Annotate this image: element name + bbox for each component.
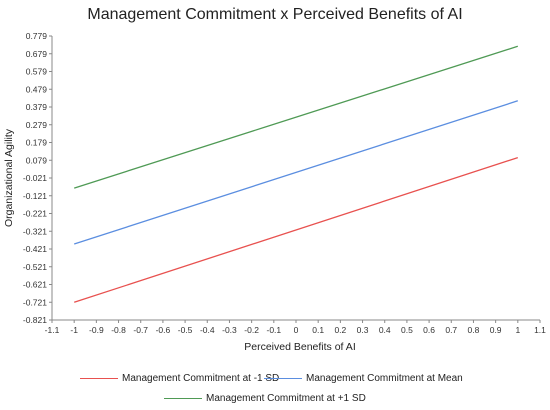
x-tick-label: 0.2 [334, 325, 346, 335]
y-tick-label: -0.121 [23, 191, 47, 201]
legend-swatch-plus-1-sd [164, 398, 202, 399]
x-tick-label: 0.5 [401, 325, 413, 335]
y-tick-label: -0.321 [23, 226, 47, 236]
y-tick-label: 0.679 [26, 49, 48, 59]
x-tick-label: -0.7 [133, 325, 148, 335]
x-tick-label: 0 [294, 325, 299, 335]
legend-label: Management Commitment at Mean [306, 373, 463, 384]
legend-swatch-mean [264, 378, 302, 379]
legend-label: Management Commitment at +1 SD [206, 393, 366, 404]
legend-item-plus-1-sd: Management Commitment at +1 SD [164, 393, 366, 404]
x-tick-label: 1 [515, 325, 520, 335]
x-tick-label: -0.4 [200, 325, 215, 335]
series-line-0 [73, 156, 519, 303]
y-tick-label: 0.479 [26, 84, 48, 94]
x-tick-label: -0.1 [266, 325, 281, 335]
y-tick-label: 0.179 [26, 138, 48, 148]
y-tick-label: 0.779 [26, 31, 48, 41]
x-tick-label: 0.4 [379, 325, 391, 335]
legend-item-minus-1-sd: Management Commitment at -1 SD [80, 373, 279, 384]
x-tick-label: -0.6 [156, 325, 171, 335]
series-lines [73, 45, 519, 303]
legend: Management Commitment at -1 SD Managemen… [0, 370, 550, 410]
y-tick-label: -0.621 [23, 280, 47, 290]
y-axis: 0.779 0.679 0.579 0.479 0.379 0.279 0.179 0.079… [23, 31, 53, 325]
x-tick-label: -0.8 [111, 325, 126, 335]
x-tick-label: 0.7 [445, 325, 457, 335]
legend-swatch-minus-1-sd [80, 378, 118, 379]
y-tick-label: -0.521 [23, 262, 47, 272]
x-tick-label: -0.2 [244, 325, 259, 335]
series-line-1 [74, 100, 518, 245]
x-axis: -1.1 -1 -0.9 -0.8 -0.7 -0.6 -0.5 -0.4 -0.3 -0.2 -0… [45, 319, 546, 335]
y-tick-label: -0.421 [23, 244, 47, 254]
x-tick-label: -1 [70, 325, 78, 335]
y-tick-label: 0.079 [26, 155, 48, 165]
series-line-2 [74, 45, 518, 189]
y-tick-label: -0.221 [23, 209, 47, 219]
x-tick-label: 0.6 [423, 325, 435, 335]
x-tick-label: -0.5 [178, 325, 193, 335]
x-tick-label: 1.1 [534, 325, 546, 335]
y-tick-label: 0.579 [26, 67, 48, 77]
x-tick-label: -0.3 [222, 325, 237, 335]
y-tick-label: -0.821 [23, 315, 47, 325]
y-tick-label: 0.379 [26, 102, 48, 112]
x-tick-label: 0.8 [468, 325, 480, 335]
y-tick-label: 0.279 [26, 120, 48, 130]
line-chart: 0.779 0.679 0.579 0.479 0.379 0.279 0.179 0.079… [3, 31, 546, 353]
y-tick-label: -0.721 [23, 297, 47, 307]
y-tick-label: -0.021 [23, 173, 47, 183]
x-axis-title: Perceived Benefits of AI [244, 341, 355, 353]
legend-label: Management Commitment at -1 SD [122, 373, 280, 384]
legend-item-mean: Management Commitment at Mean [264, 373, 463, 384]
x-tick-label: 0.3 [357, 325, 369, 335]
x-tick-label: 0.9 [490, 325, 502, 335]
x-tick-label: -1.1 [45, 325, 60, 335]
y-axis-title: Organizational Agility [3, 128, 15, 227]
chart-title: Management Commitment x Perceived Benefi… [87, 6, 463, 23]
x-tick-label: 0.1 [312, 325, 324, 335]
x-tick-label: -0.9 [89, 325, 104, 335]
